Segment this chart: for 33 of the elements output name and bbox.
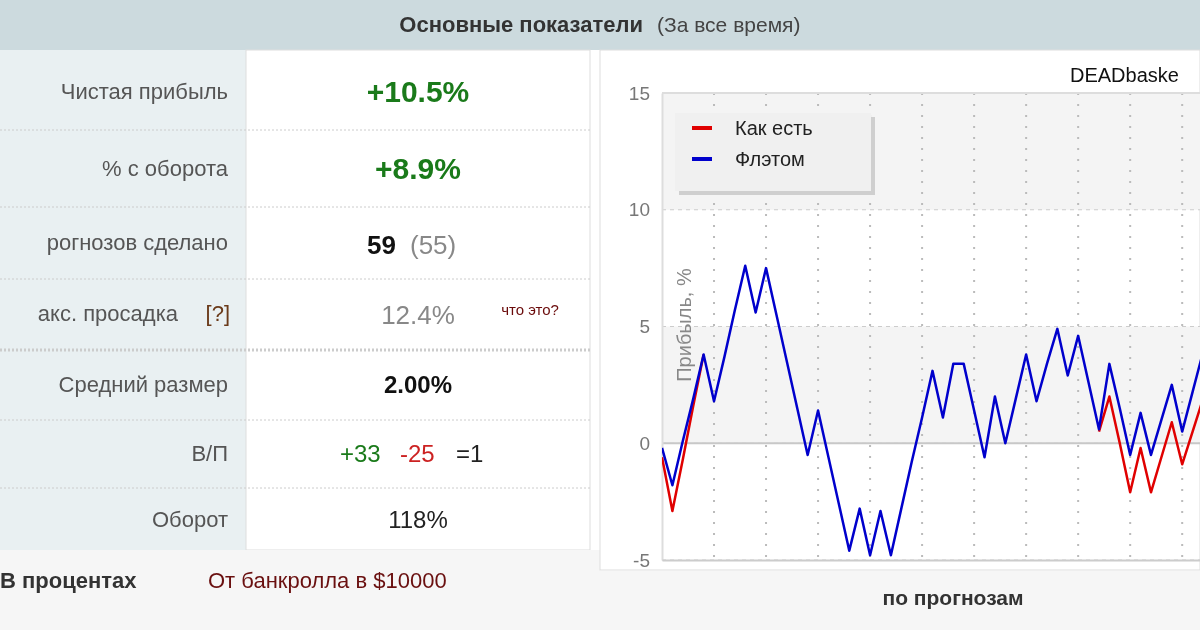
text: % с оборота: [102, 156, 229, 181]
text: [?]: [205, 301, 230, 326]
text: DEADbaske: [1070, 64, 1179, 86]
x-axis-title: по прогнозам: [882, 586, 1024, 609]
text: что это?: [501, 301, 559, 318]
text: Оборот: [151, 507, 228, 532]
legend-label: Флэтом: [735, 148, 805, 170]
text: В процентах: [0, 568, 138, 593]
text: 59: [367, 230, 396, 260]
text: 2.00%: [383, 371, 453, 398]
y-axis-title: Прибыль, %: [673, 268, 695, 382]
text: +8.9%: [375, 152, 461, 185]
y-tick-label: 0: [639, 432, 650, 454]
text: От банкролла в $10000: [208, 568, 447, 593]
text: В/П: [191, 441, 228, 466]
text: Основные показатели: [399, 12, 643, 37]
text: акс. просадка: [37, 301, 179, 326]
text: (За все время): [657, 13, 801, 36]
text: -25: [400, 440, 435, 467]
text: =1: [456, 440, 484, 467]
y-tick-label: 15: [628, 82, 650, 104]
text: +10.5%: [366, 75, 470, 108]
text: 12.4%: [381, 300, 455, 330]
text: Чистая прибыль: [60, 79, 228, 104]
legend-label: Как есть: [735, 117, 813, 139]
y-tick-label: 10: [628, 199, 650, 221]
text: рогнозов сделано: [46, 230, 228, 255]
text: (55): [410, 230, 457, 260]
text: Средний размер: [58, 372, 228, 397]
y-tick-label: 5: [639, 316, 650, 338]
text: +33: [340, 440, 381, 467]
y-tick-label: -5: [633, 549, 650, 571]
text: 118%: [388, 506, 448, 533]
